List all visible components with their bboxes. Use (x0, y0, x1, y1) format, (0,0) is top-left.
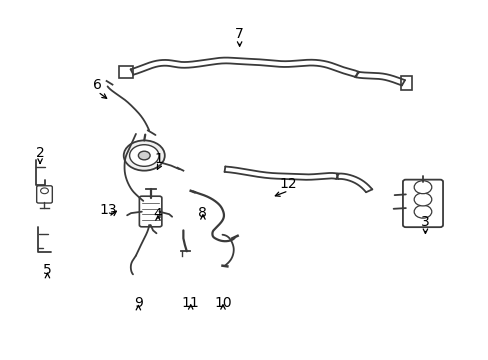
Text: 9: 9 (134, 296, 142, 310)
Text: 10: 10 (214, 296, 231, 310)
Text: 3: 3 (420, 215, 429, 229)
Text: 2: 2 (36, 146, 44, 160)
Circle shape (413, 181, 431, 194)
Circle shape (129, 145, 159, 166)
Circle shape (138, 151, 150, 160)
Text: 8: 8 (198, 206, 207, 220)
FancyBboxPatch shape (37, 186, 52, 203)
Circle shape (413, 205, 431, 218)
Text: 5: 5 (43, 263, 52, 277)
Circle shape (41, 188, 48, 194)
FancyBboxPatch shape (139, 196, 162, 227)
FancyBboxPatch shape (119, 66, 133, 78)
Circle shape (123, 140, 164, 171)
Text: 11: 11 (182, 296, 199, 310)
Text: 12: 12 (279, 177, 297, 191)
Text: 1: 1 (154, 152, 163, 166)
Text: 6: 6 (93, 78, 102, 92)
Text: 13: 13 (100, 203, 117, 217)
FancyBboxPatch shape (401, 76, 411, 90)
Text: 7: 7 (235, 27, 244, 41)
Text: 4: 4 (153, 207, 162, 221)
Circle shape (413, 193, 431, 206)
FancyBboxPatch shape (402, 180, 442, 227)
